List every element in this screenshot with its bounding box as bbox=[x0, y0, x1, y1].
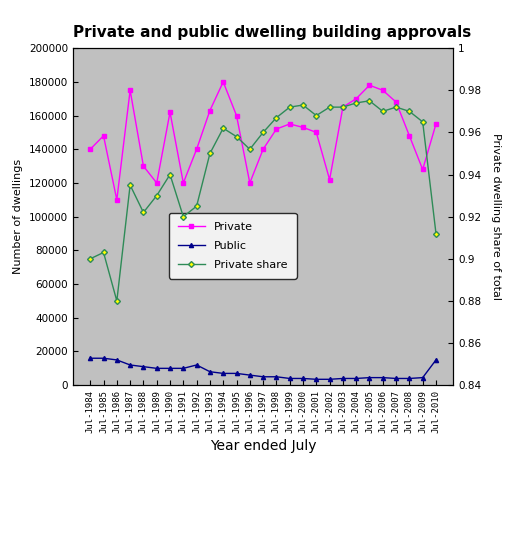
Public bbox=[233, 370, 240, 377]
Private share bbox=[180, 213, 187, 220]
Private bbox=[287, 121, 293, 127]
Private bbox=[366, 82, 373, 88]
Line: Private: Private bbox=[88, 80, 438, 202]
Private bbox=[406, 133, 413, 139]
Private bbox=[433, 121, 439, 127]
Private share bbox=[154, 193, 160, 199]
Private bbox=[313, 129, 319, 135]
Public bbox=[193, 362, 200, 368]
Line: Public: Public bbox=[88, 356, 438, 381]
Private share bbox=[246, 146, 253, 152]
Public bbox=[340, 375, 346, 381]
Private bbox=[193, 146, 200, 152]
X-axis label: Year ended July: Year ended July bbox=[210, 439, 316, 453]
Private share bbox=[101, 249, 107, 256]
Private share bbox=[140, 209, 146, 216]
Private bbox=[260, 146, 266, 152]
Private share bbox=[380, 108, 386, 114]
Public bbox=[140, 363, 146, 370]
Public bbox=[406, 375, 413, 381]
Public bbox=[327, 376, 333, 383]
Private share bbox=[260, 129, 266, 136]
Private share bbox=[340, 104, 346, 110]
Public bbox=[300, 375, 306, 381]
Private share bbox=[193, 203, 200, 209]
Private share bbox=[220, 125, 226, 132]
Private bbox=[380, 87, 386, 94]
Public bbox=[127, 362, 133, 368]
Private share bbox=[207, 150, 213, 157]
Private bbox=[274, 126, 280, 132]
Private share bbox=[114, 298, 120, 304]
Public bbox=[380, 374, 386, 381]
Private bbox=[101, 133, 107, 139]
Public bbox=[207, 369, 213, 375]
Public bbox=[101, 355, 107, 362]
Private share bbox=[287, 104, 293, 110]
Private share bbox=[406, 108, 413, 114]
Private share bbox=[327, 104, 333, 110]
Private bbox=[393, 99, 399, 105]
Public bbox=[419, 374, 426, 381]
Private bbox=[340, 104, 346, 110]
Private share bbox=[274, 114, 280, 121]
Public bbox=[274, 373, 280, 380]
Private bbox=[140, 163, 146, 169]
Private share bbox=[433, 231, 439, 237]
Public bbox=[180, 365, 187, 371]
Private bbox=[220, 79, 226, 85]
Private share bbox=[300, 102, 306, 108]
Y-axis label: Private dwelling share of total: Private dwelling share of total bbox=[491, 133, 501, 300]
Public bbox=[154, 365, 160, 371]
Private bbox=[154, 180, 160, 186]
Private share bbox=[419, 119, 426, 125]
Private bbox=[114, 196, 120, 203]
Private share bbox=[313, 112, 319, 119]
Private share bbox=[87, 256, 93, 262]
Private bbox=[246, 180, 253, 186]
Text: Private and public dwelling building approvals: Private and public dwelling building app… bbox=[73, 25, 471, 40]
Public bbox=[260, 373, 266, 380]
Private share bbox=[167, 171, 173, 178]
Public bbox=[167, 365, 173, 371]
Public bbox=[313, 376, 319, 383]
Private bbox=[233, 112, 240, 119]
Public bbox=[287, 375, 293, 381]
Private bbox=[353, 95, 359, 102]
Public bbox=[393, 375, 399, 381]
Private share bbox=[353, 100, 359, 106]
Public bbox=[87, 355, 93, 362]
Private bbox=[300, 124, 306, 131]
Line: Private share: Private share bbox=[88, 99, 438, 303]
Private bbox=[87, 146, 93, 152]
Private bbox=[327, 177, 333, 183]
Legend: Private, Public, Private share: Private, Public, Private share bbox=[169, 213, 296, 279]
Y-axis label: Number of dwellings: Number of dwellings bbox=[13, 159, 23, 274]
Public bbox=[114, 357, 120, 363]
Private bbox=[167, 109, 173, 116]
Public bbox=[220, 370, 226, 377]
Private share bbox=[233, 133, 240, 140]
Private share bbox=[366, 97, 373, 104]
Private bbox=[419, 166, 426, 173]
Private share bbox=[127, 182, 133, 188]
Private bbox=[180, 180, 187, 186]
Public bbox=[246, 372, 253, 378]
Private bbox=[127, 87, 133, 94]
Public bbox=[366, 374, 373, 381]
Public bbox=[353, 375, 359, 381]
Private bbox=[207, 108, 213, 114]
Public bbox=[433, 357, 439, 363]
Private share bbox=[393, 104, 399, 110]
